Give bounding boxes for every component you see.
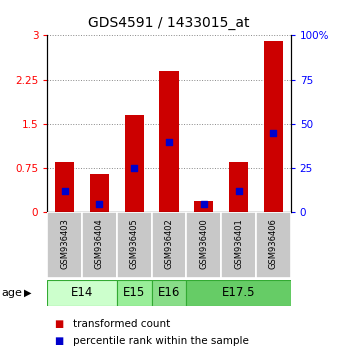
Bar bbox=[125, 115, 144, 212]
Bar bbox=[82, 212, 117, 278]
Text: GSM936401: GSM936401 bbox=[234, 218, 243, 269]
Bar bbox=[47, 280, 117, 306]
Text: GSM936404: GSM936404 bbox=[95, 218, 104, 269]
Bar bbox=[117, 280, 152, 306]
Text: age: age bbox=[2, 288, 23, 298]
Bar bbox=[55, 162, 74, 212]
Text: transformed count: transformed count bbox=[73, 319, 170, 329]
Bar bbox=[186, 212, 221, 278]
Bar bbox=[221, 212, 256, 278]
Text: percentile rank within the sample: percentile rank within the sample bbox=[73, 336, 248, 346]
Bar bbox=[152, 212, 186, 278]
Bar bbox=[90, 174, 109, 212]
Point bbox=[236, 188, 241, 194]
Bar bbox=[264, 41, 283, 212]
Bar bbox=[117, 212, 152, 278]
Text: ■: ■ bbox=[54, 336, 63, 346]
Point bbox=[131, 165, 137, 171]
Text: GSM936402: GSM936402 bbox=[165, 218, 173, 269]
Bar bbox=[186, 280, 291, 306]
Text: E16: E16 bbox=[158, 286, 180, 299]
Text: ▶: ▶ bbox=[24, 288, 32, 298]
Point bbox=[166, 139, 172, 144]
Text: E14: E14 bbox=[71, 286, 93, 299]
Text: GSM936406: GSM936406 bbox=[269, 218, 278, 269]
Bar bbox=[160, 71, 178, 212]
Point bbox=[97, 201, 102, 206]
Text: GDS4591 / 1433015_at: GDS4591 / 1433015_at bbox=[88, 16, 250, 30]
Bar bbox=[256, 212, 291, 278]
Point bbox=[271, 130, 276, 136]
Bar bbox=[194, 201, 213, 212]
Bar bbox=[47, 212, 82, 278]
Text: E17.5: E17.5 bbox=[222, 286, 255, 299]
Bar bbox=[229, 162, 248, 212]
Bar bbox=[152, 280, 186, 306]
Text: GSM936405: GSM936405 bbox=[130, 218, 139, 269]
Text: ■: ■ bbox=[54, 319, 63, 329]
Text: GSM936403: GSM936403 bbox=[60, 218, 69, 269]
Point bbox=[62, 188, 67, 194]
Point bbox=[201, 201, 207, 206]
Text: E15: E15 bbox=[123, 286, 145, 299]
Text: GSM936400: GSM936400 bbox=[199, 218, 208, 269]
